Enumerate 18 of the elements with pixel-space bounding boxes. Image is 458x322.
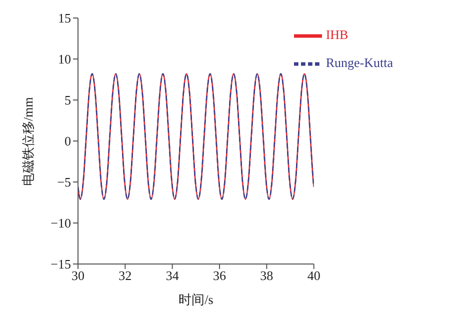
y-tick-label: −5 (57, 174, 71, 190)
y-tick-label: −10 (50, 216, 71, 231)
x-tick-label: 32 (118, 268, 132, 284)
y-tick-label: 10 (58, 52, 71, 67)
legend-label: Runge-Kutta (326, 54, 393, 70)
x-tick-label: 36 (213, 268, 227, 284)
line-series (78, 73, 314, 200)
y-tick-label: 5 (64, 92, 71, 108)
y-tick-label: 0 (64, 134, 71, 149)
y-axis-title: 电磁铁位移/mm (20, 97, 36, 186)
x-tick-label: 34 (166, 268, 180, 284)
x-tick-label: 38 (260, 268, 274, 284)
x-axis-title: 时间/s (178, 292, 214, 307)
y-tick-label: 15 (58, 10, 71, 26)
x-tick-label: 30 (72, 268, 84, 284)
y-tick-label: −15 (50, 256, 71, 272)
x-tick-label: 40 (307, 268, 320, 284)
legend-label: IHB (326, 26, 348, 42)
